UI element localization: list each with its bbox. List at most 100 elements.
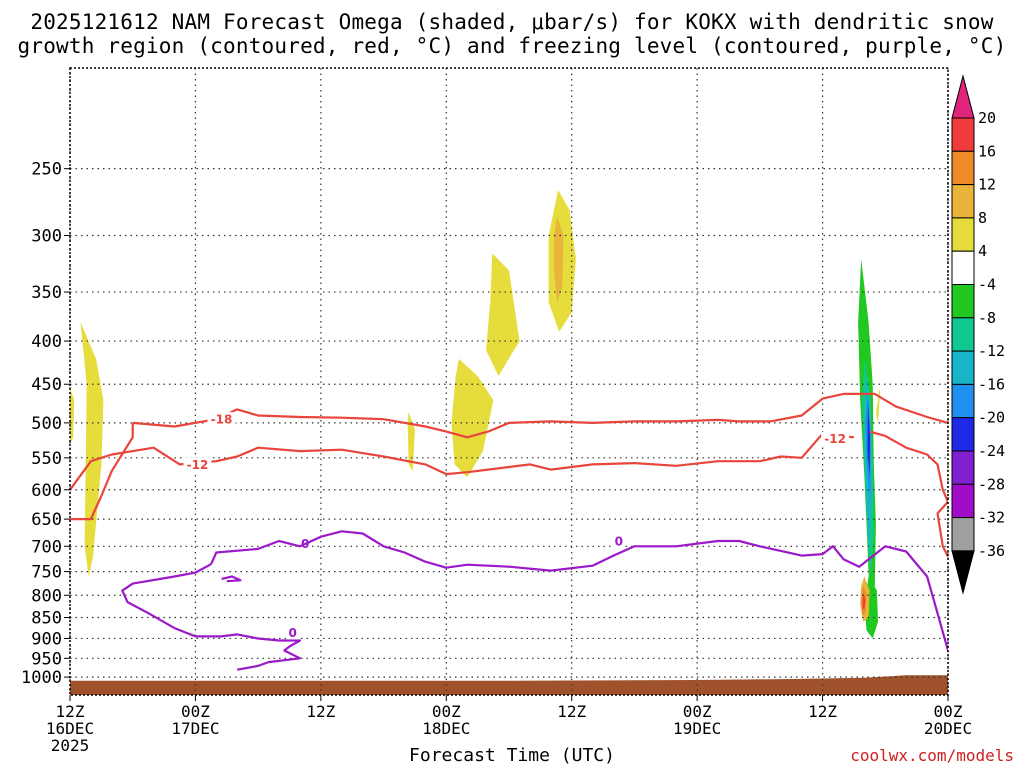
colorbar-bin-6 [951,317,975,352]
omega-region-14 [918,530,928,567]
contour-label-bg [821,431,850,446]
colorbar-label--8: -8 [978,309,996,327]
colorbar-bin-12 [951,517,975,552]
colorbar-label--28: -28 [978,475,1005,493]
y-tick-label-950: 950 [31,649,62,669]
contour-label-bg [183,457,212,472]
plot-frame [69,67,949,696]
colorbar-bin-5 [951,284,975,319]
x-axis-title: Forecast Time (UTC) [409,745,615,766]
colorbar-top-arrow [951,74,975,119]
contour-layer: -18-12-120 00 [70,392,948,671]
omega-region-22 [878,561,898,639]
y-tick-label-350: 350 [31,283,62,303]
x-tick-label-7-1: 20DEC [924,719,972,738]
contour-label: -12 [187,458,209,472]
y-tick-label-850: 850 [31,608,62,628]
contour-label-bg [286,625,299,640]
x-tick-label-7-0: 00Z [934,702,963,721]
y-tick-label-700: 700 [31,537,62,557]
colorbar-label--4: -4 [978,276,996,294]
colorbar-bin-1 [951,150,975,186]
y-tick-label-1000: 1000 [21,668,62,688]
contour-dendritic-12c-lower [936,501,948,558]
omega-region-2 [407,411,415,471]
contour-freezing-level-0c-small [221,575,242,583]
omega-region-13 [903,350,913,416]
colorbar-bin-7 [951,350,975,385]
colorbar-bin-8 [951,383,975,419]
contour-label: 0 [615,535,623,549]
credit-link[interactable]: coolwx.com/models [850,746,1014,765]
colorbar-label-16: 16 [978,142,996,160]
colorbar-label-20: 20 [978,109,996,127]
x-tick-label-5-1: 19DEC [673,719,721,738]
contour-label: 0 [288,626,296,640]
x-tick-label-5-0: 00Z [683,702,712,721]
colorbar-bin-4 [951,250,975,285]
colorbar: 20 16 12 8 4 -4 -8 -12 -16 -20 -24 -28 -32 -36 [951,74,1005,595]
contour-label: -18 [211,413,233,427]
y-tick-label-500: 500 [31,414,62,434]
y-tick-label-900: 900 [31,629,62,649]
y-tick-label-650: 650 [31,510,62,530]
y-tick-label-750: 750 [31,563,62,583]
x-tick-label-0-0: 12Z [56,702,85,721]
contour-label: -12 [824,432,846,446]
y-tick-label-250: 250 [31,160,62,180]
colorbar-label--32: -32 [978,509,1005,527]
contour-dendritic-18c [132,392,948,439]
colorbar-label--20: -20 [978,409,1005,427]
omega-region-1 [70,388,75,445]
colorbar-label-12: 12 [978,176,996,194]
colorbar-bin-9 [951,417,975,452]
colorbar-bin-2 [951,184,975,219]
colorbar-label-4: 4 [978,242,987,260]
grid-layer [69,68,949,695]
y-tick-label-300: 300 [31,227,62,247]
colorbar-label--36: -36 [978,542,1005,560]
contour-dendritic-12c-right [869,430,948,503]
colorbar-label--12: -12 [978,342,1005,360]
y-axis: 2503003504004505005506006507007508008509… [21,160,70,688]
x-tick-label-2-0: 12Z [306,702,335,721]
colorbar-bin-10 [951,450,975,485]
y-tick-label-600: 600 [31,481,62,501]
plot-border [69,67,949,696]
x-tick-label-1-1: 17DEC [171,719,219,738]
x-tick-label-3-1: 18DEC [422,719,470,738]
y-tick-label-400: 400 [31,332,62,352]
terrain-fill [70,675,948,695]
y-tick-label-450: 450 [31,375,62,395]
colorbar-bin-0 [951,117,975,152]
x-tick-label-6-0: 12Z [808,702,837,721]
chart-title-line-1: 2025121612 NAM Forecast Omega (shaded, μ… [30,10,994,34]
contour-label-bg [612,534,625,549]
colorbar-label--24: -24 [978,442,1005,460]
omega-region-15 [843,281,851,359]
contour-freezing-level-0c [121,563,302,671]
contour-dendritic-18c-left [70,422,134,521]
contour-label-bg [207,412,236,427]
x-tick-label-3-0: 00Z [432,702,461,721]
y-tick-label-800: 800 [31,586,62,606]
omega-region-0 [80,322,104,577]
omega-shading-layer [70,68,928,639]
x-tick-label-4-0: 12Z [557,702,586,721]
omega-region-4 [486,253,520,376]
x-tick-label-1-0: 00Z [181,702,210,721]
colorbar-bottom-arrow [951,550,975,595]
chart-title-line-2: growth region (contoured, red, °C) and f… [17,34,1007,58]
x-tick-label-0-2: 2025 [51,736,90,755]
y-tick-label-550: 550 [31,449,62,469]
colorbar-bin-3 [951,217,975,252]
terrain-layer [70,675,948,695]
omega-region-6 [553,216,564,303]
omega-region-3 [451,358,494,478]
x-tick-label-0-1: 16DEC [46,719,94,738]
colorbar-bin-11 [951,483,975,519]
contour-freezing-level-0c-upper [210,530,948,651]
colorbar-label--16: -16 [978,375,1005,393]
colorbar-label-8: 8 [978,209,987,227]
